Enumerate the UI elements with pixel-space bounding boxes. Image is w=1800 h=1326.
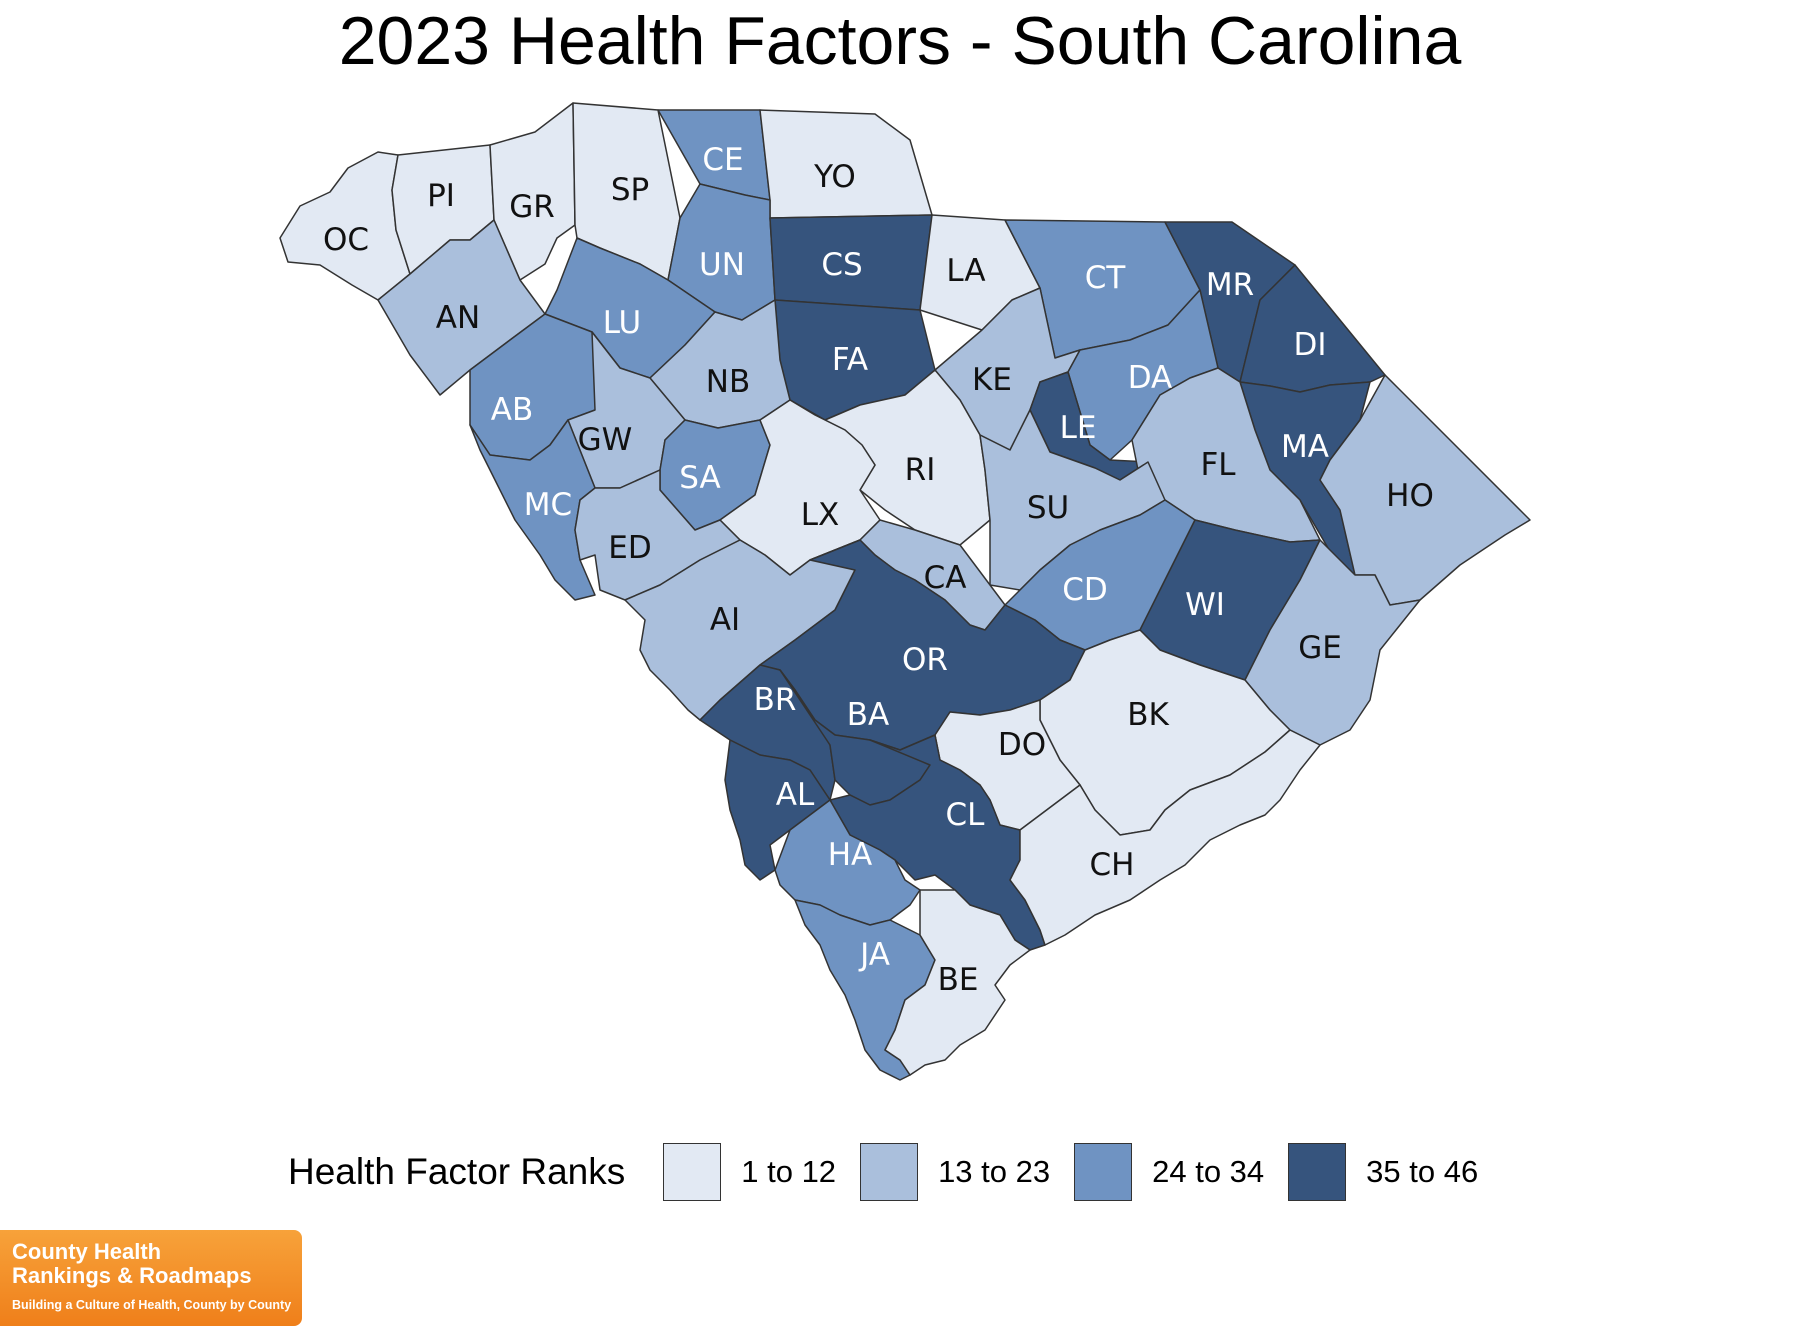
county-label-di: DI [1293, 327, 1326, 363]
legend-item-35-46: 35 to 46 [1288, 1143, 1482, 1201]
county-label-mr: MR [1206, 267, 1254, 303]
county-label-ct: CT [1085, 260, 1127, 296]
county-label-be: BE [938, 962, 979, 998]
county-label-ge: GE [1298, 630, 1342, 666]
county-label-ed: ED [608, 530, 651, 566]
legend: Health Factor Ranks 1 to 12 13 to 23 24 … [288, 1140, 1502, 1204]
county-label-pi: PI [427, 178, 455, 214]
legend-label: 1 to 12 [741, 1154, 837, 1189]
county-label-ri: RI [905, 452, 936, 488]
map-title: 2023 Health Factors - South Carolina [338, 3, 1462, 79]
legend-swatch [860, 1143, 919, 1201]
county-label-wi: WI [1185, 587, 1225, 623]
legend-item-13-23: 13 to 23 [860, 1143, 1054, 1201]
county-label-le: LE [1060, 410, 1097, 446]
county-label-la: LA [946, 253, 985, 289]
county-label-or: OR [902, 642, 948, 678]
county-label-sp: SP [611, 172, 649, 208]
county-label-br: BR [754, 682, 797, 718]
legend-item-1-12: 1 to 12 [663, 1143, 840, 1201]
county-label-ce: CE [702, 142, 743, 178]
logo-line-1: County Health [12, 1239, 162, 1264]
county-label-ke: KE [972, 362, 1012, 398]
county-label-lu: LU [603, 305, 641, 341]
county-label-nb: NB [706, 364, 750, 400]
county-label-yo: YO [813, 159, 856, 195]
county-label-ho: HO [1386, 478, 1434, 514]
county-ge [1244, 539, 1421, 746]
county-label-ch: CH [1090, 847, 1135, 883]
county-be [884, 889, 1031, 1076]
county-label-oc: OC [323, 222, 369, 258]
legend-item-24-34: 24 to 34 [1074, 1143, 1268, 1201]
legend-label: 24 to 34 [1152, 1154, 1265, 1189]
logo-tagline: Building a Culture of Health, County by … [12, 1298, 292, 1312]
county-label-cl: CL [946, 797, 986, 833]
county-label-ca: CA [924, 560, 967, 596]
county-label-fa: FA [832, 342, 868, 378]
county-label-an: AN [436, 300, 480, 336]
county-label-cs: CS [821, 247, 862, 283]
county-label-fl: FL [1200, 447, 1236, 483]
county-label-cd: CD [1062, 572, 1108, 608]
legend-label: 35 to 46 [1366, 1154, 1479, 1189]
county-label-un: UN [699, 247, 745, 283]
county-label-lx: LX [801, 497, 840, 533]
county-label-ma: MA [1281, 429, 1329, 465]
legend-swatch [663, 1143, 722, 1201]
county-label-al: AL [776, 777, 815, 813]
county-label-da: DA [1128, 360, 1173, 396]
county-label-gr: GR [509, 189, 555, 225]
county-label-do: DO [998, 727, 1046, 763]
county-al [724, 739, 831, 881]
legend-title: Health Factor Ranks [288, 1151, 626, 1192]
county-label-mc: MC [524, 487, 572, 523]
legend-label: 13 to 23 [938, 1154, 1051, 1189]
county-label-ja: JA [858, 937, 890, 973]
county-label-ab: AB [491, 392, 533, 428]
county-health-rankings-logo: County Health Rankings & Roadmaps Buildi… [0, 1230, 302, 1326]
county-label-bk: BK [1127, 697, 1169, 733]
county-label-gw: GW [578, 422, 633, 458]
county-label-ba: BA [847, 697, 889, 733]
county-label-ai: AI [710, 602, 740, 638]
legend-swatch [1074, 1143, 1133, 1201]
county-label-ha: HA [828, 837, 873, 873]
legend-swatch [1288, 1143, 1347, 1201]
county-label-sa: SA [679, 460, 720, 496]
county-ha [774, 799, 921, 926]
county-ch [1009, 729, 1321, 946]
logo-line-2: Rankings & Roadmaps [12, 1263, 252, 1288]
county-label-su: SU [1027, 490, 1069, 526]
